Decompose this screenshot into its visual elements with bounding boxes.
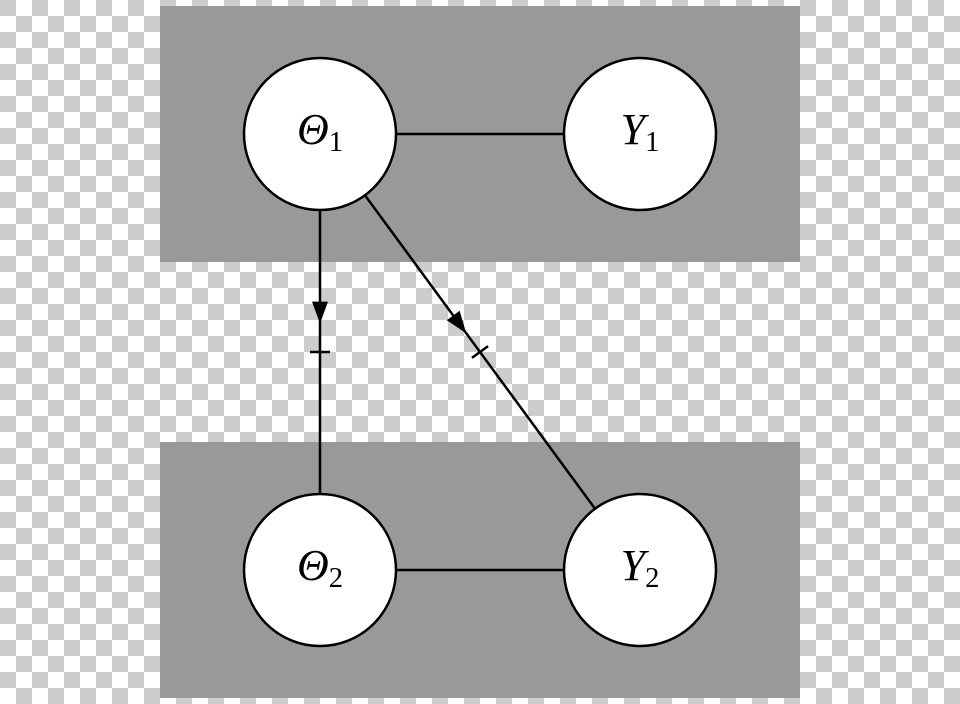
node-theta1: Θ1 bbox=[244, 58, 396, 210]
diagram-svg: Θ1 Y1 Θ2 Y2 bbox=[0, 0, 960, 704]
node-y1: Y1 bbox=[564, 58, 716, 210]
node-theta2: Θ2 bbox=[244, 494, 396, 646]
node-y2: Y2 bbox=[564, 494, 716, 646]
